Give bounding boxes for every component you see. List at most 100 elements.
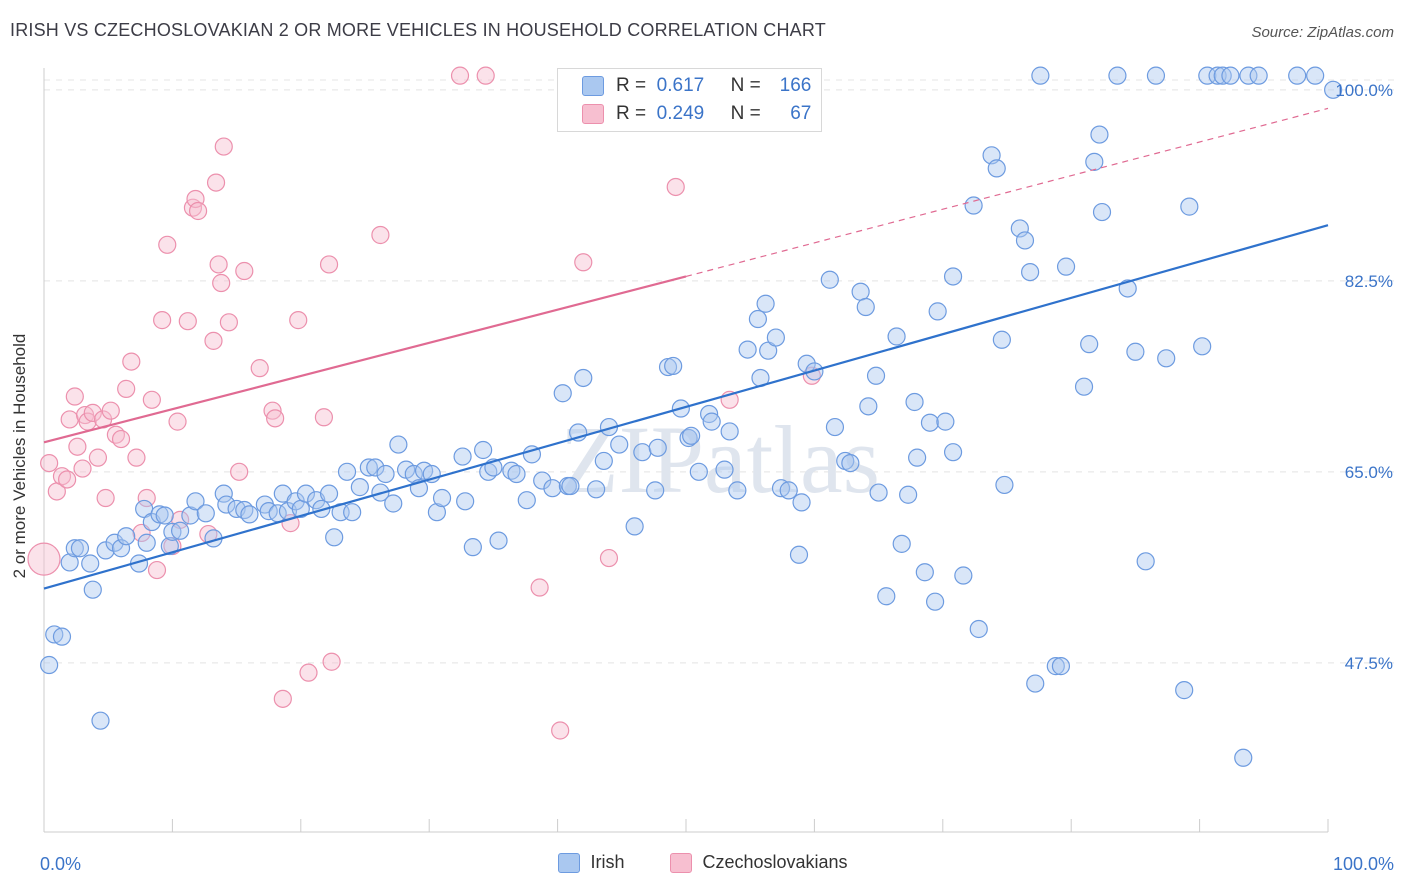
irish-point <box>728 481 747 500</box>
czech-point <box>73 459 92 478</box>
irish-r-value: 0.617 <box>656 75 705 96</box>
irish-point <box>456 492 475 511</box>
irish-point <box>1021 262 1040 282</box>
czech-point <box>117 379 136 398</box>
y-tick-label: 100.0% <box>1335 81 1393 100</box>
irish-point <box>779 481 798 500</box>
czech-point <box>666 177 685 197</box>
irish-point <box>648 438 667 457</box>
irish-point <box>91 711 110 730</box>
czech-point <box>158 235 177 254</box>
irish-point <box>171 521 190 540</box>
irish-point <box>432 488 452 508</box>
czech-point <box>212 273 231 293</box>
czech-point-large <box>27 542 61 576</box>
czech-point <box>209 255 228 274</box>
irish-point <box>463 538 482 557</box>
irish-point <box>1118 279 1137 298</box>
irish-point <box>319 484 339 503</box>
irish-point <box>679 428 698 448</box>
trend-layer <box>43 107 1329 590</box>
irish-point <box>899 485 918 504</box>
irish-point <box>1090 125 1109 144</box>
irish-point <box>474 440 493 460</box>
irish-point <box>936 412 955 431</box>
irish-point <box>181 506 200 525</box>
irish-point <box>81 554 100 573</box>
irish-point <box>1056 257 1076 276</box>
irish-point <box>1085 152 1104 171</box>
czech-point <box>266 409 285 428</box>
czech-point <box>96 488 115 508</box>
irish-point <box>489 531 508 550</box>
irish-point <box>928 302 947 321</box>
irish-point <box>427 503 447 522</box>
czech-point <box>122 352 141 371</box>
czech-point <box>168 412 187 431</box>
czech-point <box>299 663 318 682</box>
irish-point <box>502 461 521 480</box>
czech-point <box>188 201 208 221</box>
czech-point <box>204 331 223 350</box>
irish-point <box>859 397 878 416</box>
czech-point <box>214 137 233 156</box>
irish-n-label: N = <box>730 75 761 96</box>
irish-swatch <box>582 76 604 96</box>
y-tick-label: 65.0% <box>1345 463 1393 482</box>
irish-point <box>366 458 385 477</box>
czech-point <box>319 255 339 274</box>
irish-point <box>1136 552 1155 571</box>
irish-point <box>943 443 963 462</box>
irish-point <box>1126 342 1145 361</box>
irish-point <box>1324 80 1343 99</box>
grid-layer <box>44 79 1394 664</box>
irish-point <box>1306 66 1325 85</box>
irish-point <box>574 368 593 388</box>
axis-layer <box>43 68 1329 833</box>
irish-point <box>720 422 739 441</box>
irish-point <box>1046 657 1065 676</box>
irish-point <box>869 483 888 502</box>
czech-point <box>111 429 131 449</box>
legend-item-irish[interactable]: Irish <box>558 852 624 873</box>
irish-point <box>689 462 708 481</box>
irish-point <box>1198 66 1217 85</box>
irish-point <box>163 522 182 541</box>
czech-point <box>147 560 167 580</box>
czech-point <box>65 387 84 406</box>
irish-point <box>1180 197 1199 216</box>
y-tick-label: 47.5% <box>1345 654 1393 673</box>
czech-point <box>83 403 102 422</box>
irish-point <box>214 484 233 503</box>
czech-point <box>314 408 334 427</box>
irish-point <box>892 534 911 553</box>
czech-point <box>273 689 292 708</box>
czech-point <box>599 548 619 568</box>
irish-point <box>920 413 940 432</box>
irish-point <box>404 464 423 484</box>
irish-point <box>856 297 875 317</box>
irish-point <box>1031 66 1050 85</box>
tick-label-layer: 47.5% 65.0% 82.5% 100.0% 0.0% 100.0% <box>40 81 1394 874</box>
irish-point <box>1026 674 1045 693</box>
czech-point <box>52 467 72 486</box>
irish-point <box>186 492 205 511</box>
irish-point <box>1288 66 1307 85</box>
stats-legend: R = 0.617 N = 166 R = 0.249 N = 67 <box>557 68 822 132</box>
czech-r-value: 0.249 <box>656 103 705 124</box>
czech-point <box>60 410 79 429</box>
irish-point <box>517 491 536 510</box>
irish-point <box>969 619 988 639</box>
legend-row-czech: R = 0.249 N = 67 <box>582 102 811 126</box>
irish-point <box>1092 202 1112 222</box>
irish-point <box>915 563 934 582</box>
irish-point <box>715 460 734 479</box>
irish-point <box>40 655 59 675</box>
irish-point <box>841 453 860 473</box>
czech-point <box>153 311 172 330</box>
legend-item-czech[interactable]: Czechoslovakians <box>670 852 848 873</box>
irish-point <box>925 592 945 611</box>
irish-point <box>1015 231 1035 250</box>
irish-point <box>553 384 572 403</box>
